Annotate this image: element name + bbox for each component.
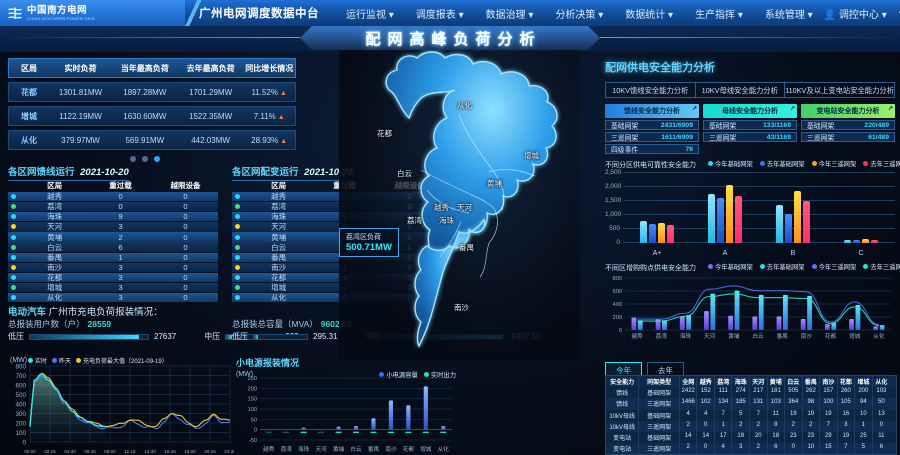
svg-text:04:30: 04:30 (64, 449, 76, 454)
svg-text:花都: 花都 (403, 445, 415, 453)
svg-text:荔湾: 荔湾 (281, 445, 293, 453)
svg-text:500: 500 (15, 392, 26, 399)
svg-text:06:45: 06:45 (84, 449, 96, 454)
svg-text:番禺: 番禺 (368, 446, 380, 453)
svg-text:22:30: 22:30 (224, 449, 234, 454)
svg-text:白云: 白云 (350, 445, 362, 453)
svg-text:天河: 天河 (315, 445, 327, 453)
svg-text:150: 150 (248, 397, 257, 403)
svg-text:200: 200 (248, 386, 257, 392)
svg-text:南沙: 南沙 (385, 445, 397, 453)
svg-text:100: 100 (248, 407, 257, 413)
svg-text:海珠: 海珠 (298, 445, 310, 453)
svg-text:荔湾: 荔湾 (656, 332, 668, 340)
svg-text:越秀: 越秀 (263, 445, 275, 453)
svg-text:0: 0 (619, 328, 622, 334)
svg-text:300: 300 (15, 411, 26, 418)
svg-text:250: 250 (248, 376, 257, 382)
svg-text:-50: -50 (249, 438, 257, 444)
svg-text:海珠: 海珠 (680, 332, 692, 340)
svg-text:00:00: 00:00 (24, 449, 36, 454)
svg-text:黄埔: 黄埔 (728, 332, 740, 340)
svg-text:0: 0 (22, 440, 26, 447)
svg-text:15:45: 15:45 (164, 449, 176, 454)
svg-text:13:30: 13:30 (144, 449, 156, 454)
svg-text:20:15: 20:15 (204, 449, 216, 454)
svg-text:0: 0 (254, 428, 257, 434)
svg-text:50: 50 (251, 417, 257, 423)
svg-text:100: 100 (15, 430, 26, 437)
svg-text:600: 600 (15, 383, 26, 390)
svg-text:02:15: 02:15 (44, 449, 56, 454)
svg-text:南沙: 南沙 (801, 332, 813, 340)
svg-text:600: 600 (613, 289, 622, 295)
svg-text:白云: 白云 (752, 332, 764, 340)
svg-text:400: 400 (613, 302, 622, 308)
svg-text:从化: 从化 (438, 445, 450, 453)
svg-text:800: 800 (613, 276, 622, 282)
svg-text:18:00: 18:00 (184, 449, 196, 454)
svg-text:09:00: 09:00 (104, 449, 116, 454)
svg-text:越秀: 越秀 (631, 332, 643, 340)
svg-text:从化: 从化 (873, 332, 885, 340)
svg-text:11:15: 11:15 (124, 449, 136, 454)
svg-text:200: 200 (15, 421, 26, 428)
svg-text:200: 200 (613, 315, 622, 321)
svg-text:400: 400 (15, 402, 26, 409)
svg-text:花都: 花都 (825, 332, 837, 340)
svg-text:天河: 天河 (704, 332, 716, 340)
svg-text:增城: 增城 (420, 445, 432, 453)
svg-text:800: 800 (15, 364, 26, 371)
svg-text:番禺: 番禺 (777, 333, 789, 340)
svg-text:黄埔: 黄埔 (333, 445, 345, 453)
svg-text:增城: 增城 (849, 332, 861, 340)
svg-text:700: 700 (15, 373, 26, 380)
